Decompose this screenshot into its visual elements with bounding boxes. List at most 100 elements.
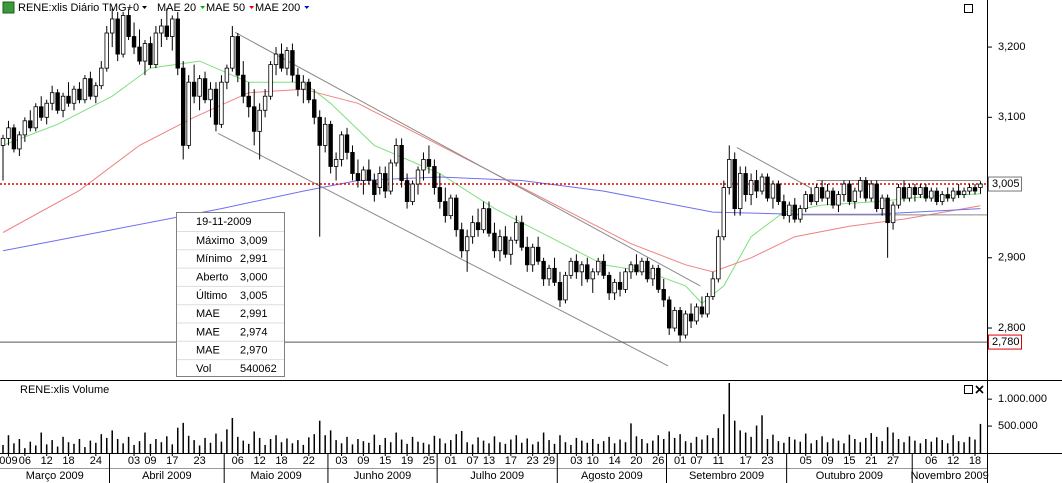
volume-bar bbox=[95, 442, 97, 453]
volume-bar bbox=[477, 437, 479, 453]
volume-bar bbox=[695, 436, 698, 453]
volume-bar bbox=[608, 436, 610, 453]
candle-body bbox=[404, 180, 410, 202]
volume-bar bbox=[564, 442, 567, 453]
candle-body bbox=[514, 222, 519, 241]
info-label: Último bbox=[196, 289, 227, 302]
volume-bar bbox=[313, 434, 316, 453]
volume-bar bbox=[744, 432, 747, 453]
volume-bar bbox=[701, 439, 703, 453]
info-value: 3,005 bbox=[240, 290, 268, 302]
candle-body bbox=[44, 102, 49, 118]
volume-bar bbox=[417, 441, 419, 453]
x-tick-label: 09 bbox=[357, 455, 369, 467]
x-tick-label: 12 bbox=[947, 455, 959, 467]
volume-bar bbox=[591, 439, 594, 453]
candle-body bbox=[377, 173, 382, 188]
candle-body bbox=[432, 166, 437, 188]
candle-body bbox=[623, 271, 628, 290]
trendline bbox=[736, 147, 812, 189]
volume-bar bbox=[7, 435, 10, 453]
x-tick-label: 24 bbox=[90, 455, 102, 467]
volume-bar bbox=[526, 438, 528, 453]
month-label: Agosto 2009 bbox=[581, 470, 643, 482]
legend-dropdown bbox=[304, 6, 310, 9]
volume-bar bbox=[553, 443, 556, 453]
info-label: Mínimo bbox=[196, 253, 232, 265]
candle-body bbox=[574, 260, 579, 273]
volume-bar bbox=[209, 442, 212, 453]
volume-bar bbox=[155, 439, 157, 453]
volume-bar bbox=[575, 437, 578, 453]
volume-bar bbox=[357, 439, 359, 453]
candle-body bbox=[530, 246, 535, 266]
info-label: Máximo bbox=[196, 235, 235, 247]
candle-body bbox=[333, 159, 339, 167]
candle-body bbox=[721, 187, 726, 238]
candle-body bbox=[11, 127, 17, 150]
legend-entry: MAE 50 bbox=[206, 2, 245, 14]
candle-body bbox=[541, 260, 546, 280]
candle-body bbox=[628, 264, 634, 273]
volume-bar bbox=[908, 436, 911, 453]
candle-body bbox=[781, 201, 787, 217]
volume-bar bbox=[941, 440, 943, 453]
volume-bar bbox=[515, 435, 518, 453]
candle-body bbox=[748, 180, 754, 195]
volume-bar bbox=[215, 433, 217, 453]
candle-body bbox=[317, 116, 322, 146]
candle-body bbox=[230, 36, 235, 69]
candle-body bbox=[508, 239, 514, 255]
volume-bar bbox=[422, 442, 425, 453]
volume-bar bbox=[455, 434, 457, 453]
volume-bar bbox=[531, 444, 534, 453]
candle-body bbox=[393, 144, 399, 164]
candle-body bbox=[454, 197, 459, 231]
volume-bar bbox=[777, 441, 780, 453]
candle-body bbox=[639, 260, 645, 273]
candle-body bbox=[634, 264, 639, 273]
price-label: 2,780 bbox=[992, 336, 1020, 348]
maximize-button[interactable] bbox=[964, 385, 973, 394]
volume-bar bbox=[133, 444, 135, 453]
volume-bar bbox=[597, 443, 599, 453]
volume-bar bbox=[51, 440, 53, 453]
candle-body bbox=[322, 123, 328, 146]
volume-bar bbox=[641, 439, 643, 453]
volume-bar bbox=[471, 444, 474, 453]
info-label: MAE bbox=[196, 345, 220, 357]
volume-bar bbox=[886, 427, 889, 453]
candle-body bbox=[732, 159, 737, 210]
volume-bar bbox=[979, 423, 982, 453]
candle-body bbox=[290, 50, 295, 76]
x-tick-label: 01 bbox=[674, 455, 686, 467]
close-button[interactable] bbox=[975, 385, 984, 394]
candle-body bbox=[306, 81, 311, 101]
candle-body bbox=[896, 187, 901, 206]
volume-bar bbox=[116, 439, 119, 453]
volume-bar bbox=[919, 443, 922, 453]
volume-bar bbox=[56, 446, 59, 453]
candle-body bbox=[268, 64, 273, 97]
info-label: Aberto bbox=[196, 272, 228, 284]
month-label: Março 2009 bbox=[26, 470, 84, 482]
volume-bar bbox=[106, 437, 108, 453]
candle-body bbox=[475, 222, 481, 231]
y-tick-label: 500.000 bbox=[998, 420, 1038, 432]
info-box-frame bbox=[176, 212, 285, 377]
candle-body bbox=[82, 78, 88, 101]
chart-icon[interactable] bbox=[2, 1, 15, 14]
x-tick-label: 11 bbox=[713, 455, 724, 467]
volume-bar bbox=[510, 439, 512, 453]
candle-body bbox=[104, 32, 109, 69]
volume-bar bbox=[395, 432, 397, 453]
candle-body bbox=[241, 74, 246, 97]
maximize-button[interactable] bbox=[964, 4, 973, 13]
candle-body bbox=[60, 95, 66, 111]
volume-bar bbox=[865, 437, 867, 453]
candle-body bbox=[17, 134, 22, 150]
candle-body bbox=[836, 194, 841, 206]
candle-body bbox=[339, 134, 344, 160]
volume-bar bbox=[521, 442, 523, 453]
